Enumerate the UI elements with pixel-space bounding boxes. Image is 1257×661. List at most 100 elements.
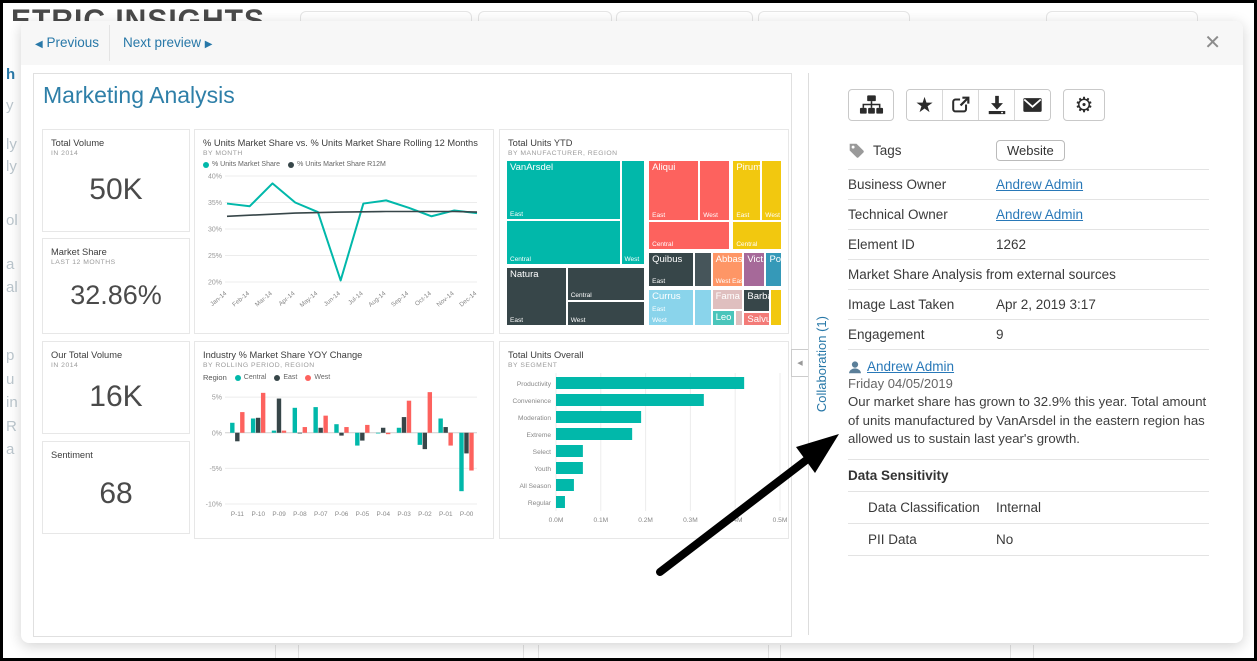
metadata-rows: Business Owner Andrew Admin Technical Ow… [848,169,1209,350]
svg-text:Sep-14: Sep-14 [390,290,410,309]
tag-chip-website[interactable]: Website [996,139,1065,161]
svg-text:P-10: P-10 [252,511,266,518]
email-button[interactable] [1014,90,1050,120]
treemap-cell-natura: Natura East [506,267,567,326]
row-element-id: Element ID 1262 [848,229,1209,259]
background-text-fragment: R [6,418,17,435]
yoy-bar-chart-tile: Industry % Market Share YOY Change BY RO… [194,341,494,539]
background-table-line [298,645,299,658]
preview-modal: ◀ Previous Next preview ▶ ✕ Marketing An… [21,21,1243,643]
svg-text:P-04: P-04 [377,511,391,518]
svg-text:Jun-14: Jun-14 [323,290,343,308]
svg-text:-10%: -10% [206,502,222,509]
svg-text:Apr-14: Apr-14 [277,290,296,308]
next-arrow-icon: ▶ [204,39,213,50]
svg-text:P-05: P-05 [356,511,370,518]
download-icon [988,95,1005,115]
toolbar: ★ [848,89,1105,121]
legend-dot [274,374,281,381]
legend-east: East [274,374,297,381]
treemap-cell: Central [506,219,621,265]
treemap-cell [769,289,782,326]
treemap-cell: Central [648,221,730,250]
close-icon[interactable]: ✕ [1204,32,1221,54]
segments-bar-chart: 0.0M 0.1M 0.2M 0.3M 0.4M 0.5M Productivity Conv… [513,373,788,524]
svg-text:Aug-14: Aug-14 [367,290,387,309]
svg-text:Mar-14: Mar-14 [254,290,274,309]
svg-text:0.5M: 0.5M [773,517,788,524]
next-preview-button[interactable]: Next preview ▶ [123,35,213,50]
data-sensitivity-heading: Data Sensitivity [848,459,1209,491]
comment-author-link[interactable]: Andrew Admin [867,359,955,374]
kpi-value: 68 [99,476,133,510]
share-button[interactable] [942,90,978,120]
favorite-button[interactable]: ★ [907,90,942,120]
actions-button-group: ★ [906,89,1051,121]
previous-button[interactable]: ◀ Previous [35,35,99,50]
row-business-owner: Business Owner Andrew Admin [848,169,1209,199]
row-engagement: Engagement 9 [848,319,1209,349]
header-divider [109,25,110,61]
segments-bar-chart-tile: Total Units Overall BY SEGMENT 0.0M 0.1M 0… [499,341,789,539]
treemap-cell: Central [732,221,782,250]
row-description: Market Share Analysis from external sour… [848,259,1209,289]
svg-text:Jul-14: Jul-14 [347,290,365,307]
treemap-cell-po: Po... [765,252,782,287]
treemap-cell-fama: Fama [711,289,744,311]
svg-text:0.0M: 0.0M [549,517,564,524]
svg-text:P-06: P-06 [335,511,349,518]
mail-icon [1023,98,1042,112]
download-button[interactable] [978,90,1014,120]
comment-date: Friday 04/05/2019 [848,376,953,391]
svg-text:Jan-14: Jan-14 [209,290,229,308]
background-text-fragment: a [6,256,15,273]
treemap-cell [735,310,744,326]
tab-collaboration[interactable]: Collaboration (1) [814,316,829,413]
collapse-panel-handle[interactable]: ◀ [791,349,808,377]
legend-r12m: % Units Market Share R12M [288,161,386,168]
row-technical-owner: Technical Owner Andrew Admin [848,199,1209,229]
legend-dot [203,161,209,168]
svg-text:Oct-14: Oct-14 [414,290,433,308]
background-table-line [538,645,539,658]
lineage-button[interactable] [848,89,894,121]
treemap-cell-vanarsdel: VanArsdel East [506,160,621,220]
settings-button[interactable]: ⚙ [1063,89,1105,121]
tags-row: Tags Website [848,135,1209,165]
background-table-line [768,645,769,658]
background-table-line [1033,645,1034,658]
business-owner-link[interactable]: Andrew Admin [996,177,1084,192]
sitemap-icon [859,95,883,114]
background-text-fragment: al [6,279,18,296]
panel-content: Tags Website Business Owner Andrew Admin… [848,135,1209,557]
legend-central: Central [234,374,266,381]
treemap-cell [693,252,712,287]
collaboration-rail: Collaboration (1) [808,73,838,635]
dashboard-preview: Marketing Analysis Total Volume IN 2014 … [33,73,792,637]
background-table-line [780,645,781,658]
svg-text:35%: 35% [208,200,222,207]
svg-text:P-01: P-01 [439,511,453,518]
treemap-cell-abbas: Abbas West East [711,252,744,287]
svg-text:Feb-14: Feb-14 [231,290,251,309]
background-table-line [523,645,524,658]
data-sensitivity-rows: Data Classification Internal PII Data No [848,491,1209,557]
kpi-tile-market-share: Market Share LAST 12 MONTHS 32.86% [42,238,190,334]
svg-text:Convenience: Convenience [513,398,552,405]
svg-text:P-02: P-02 [418,511,432,518]
svg-text:All Season: All Season [519,483,551,490]
technical-owner-link[interactable]: Andrew Admin [996,207,1084,222]
svg-text:0.4M: 0.4M [728,517,743,524]
treemap-cell-leo: Leo [711,310,736,326]
svg-text:Regular: Regular [528,500,552,507]
share-icon [951,96,969,113]
row-data-classification: Data Classification Internal [848,491,1209,523]
background-text-fragment: y [6,97,14,114]
kpi-value: 32.86% [70,280,162,310]
kpi-tile-our-total-volume: Our Total Volume IN 2014 16K [42,341,190,434]
svg-text:P-03: P-03 [397,511,411,518]
treemap-cell: West [699,160,730,222]
background-text-fragment: u [6,371,15,388]
legend-market-share: % Units Market Share [203,161,280,168]
